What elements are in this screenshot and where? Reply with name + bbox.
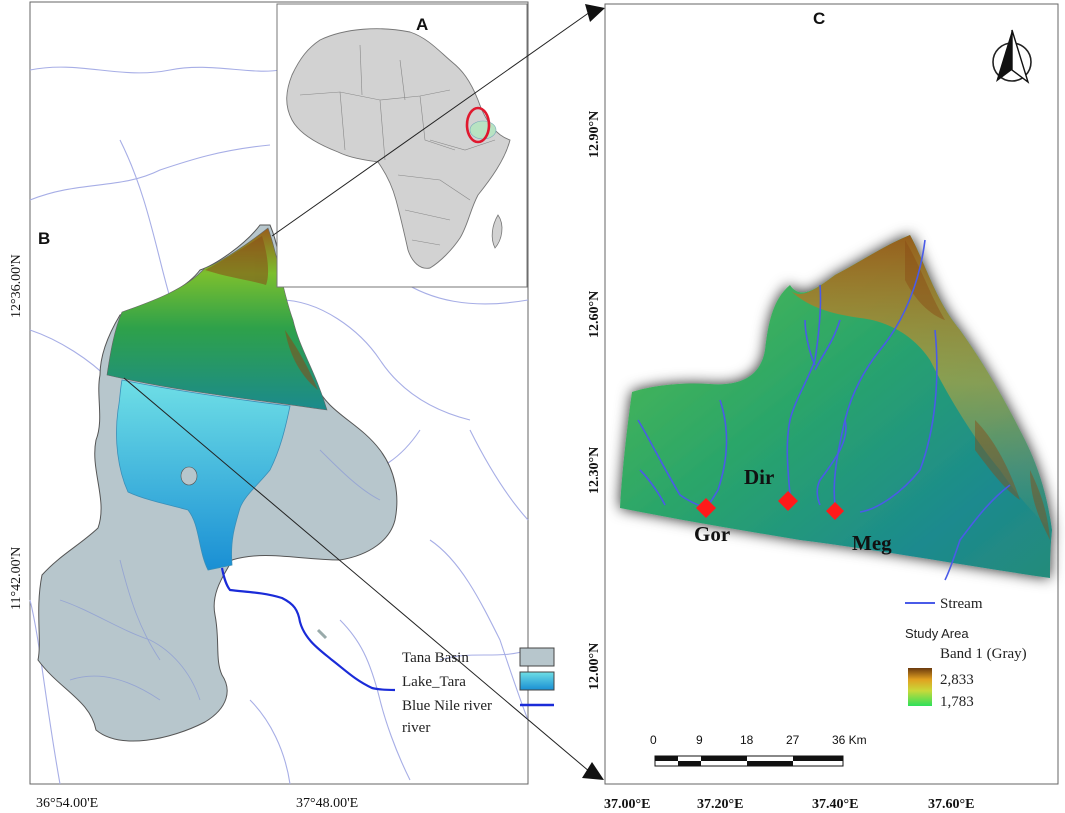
scale-tick-9: 9 — [696, 733, 703, 747]
legend-study-area-label: Study Area — [905, 626, 969, 641]
background-rivers — [29, 66, 529, 785]
study-location-circle — [465, 106, 491, 144]
north-arrow-icon — [992, 29, 1032, 84]
scale-tick-27: 27 — [786, 733, 800, 747]
lat-label-1200: 12.00°N — [587, 643, 602, 690]
site-label-gor: Gor — [694, 522, 730, 546]
lon-label-3700: 37.00°E — [604, 797, 650, 812]
lat-label-1260: 12.60°N — [587, 291, 602, 338]
legend-min-value: 1,783 — [940, 694, 974, 710]
lake-polygon — [116, 379, 291, 571]
site-marker-icon — [826, 502, 844, 520]
legend-lake-label: Lake_Tara — [402, 674, 466, 690]
lon-label-left: 36°54.00'E — [36, 796, 98, 811]
scale-tick-36: 36 Km — [832, 733, 867, 747]
legend-tana-basin-label: Tana Basin — [402, 650, 469, 666]
legend-tana-basin-swatch — [519, 647, 555, 667]
scale-bar: 0 9 18 27 36 Km — [650, 733, 867, 767]
madagascar — [491, 214, 503, 249]
site-marker-icon — [778, 491, 798, 511]
panel-letter-b: B — [38, 229, 50, 248]
site-label-meg: Meg — [852, 531, 892, 555]
lat-label-1290: 12.90°N — [587, 111, 602, 158]
site-marker-icon — [696, 498, 716, 518]
site-gor: Gor — [694, 498, 730, 546]
site-label-dir: Dir — [744, 465, 774, 489]
ethiopia-highlight — [469, 120, 497, 140]
legend-river-label-line1: Blue Nile river — [402, 698, 492, 714]
lat-label-1230: 12.30°N — [587, 447, 602, 494]
lon-label-3740: 37.40°E — [812, 797, 858, 812]
panel-letter-c: C — [813, 9, 825, 28]
site-dir: Dir — [744, 465, 798, 511]
scale-tick-18: 18 — [740, 733, 754, 747]
panel-b-legend: Tana Basin Lake_Tara Blue Nile river riv… — [402, 647, 555, 736]
lat-label-bottom: 11°42.00'N — [9, 547, 24, 610]
africa-map — [286, 28, 511, 269]
legend-max-value: 2,833 — [940, 672, 974, 688]
study-area-dem-b — [106, 227, 328, 411]
panel-letter-a: A — [416, 15, 428, 34]
lon-label-3760: 37.60°E — [928, 797, 974, 812]
panel-a: A — [276, 3, 528, 288]
lat-label-top: 12°36.00'N — [9, 254, 24, 318]
stream-network — [637, 239, 1011, 581]
legend-lake-swatch — [519, 671, 555, 691]
legend-river-label-line2: river — [402, 720, 430, 736]
blue-nile-river-line — [220, 567, 396, 692]
lake-island — [180, 466, 198, 486]
lon-label-3720: 37.20°E — [697, 797, 743, 812]
lon-label-right: 37°48.00'E — [296, 796, 358, 811]
legend-band-label: Band 1 (Gray) — [940, 646, 1027, 662]
panel-c-legend: Stream Study Area Band 1 (Gray) 2,833 1,… — [905, 596, 1027, 710]
scale-tick-0: 0 — [650, 733, 657, 747]
legend-stream-label: Stream — [940, 596, 983, 612]
connector-lines — [123, 4, 605, 780]
panel-c: C Gor — [587, 3, 1059, 812]
site-meg: Meg — [826, 502, 892, 555]
legend-elevation-ramp — [908, 668, 932, 706]
